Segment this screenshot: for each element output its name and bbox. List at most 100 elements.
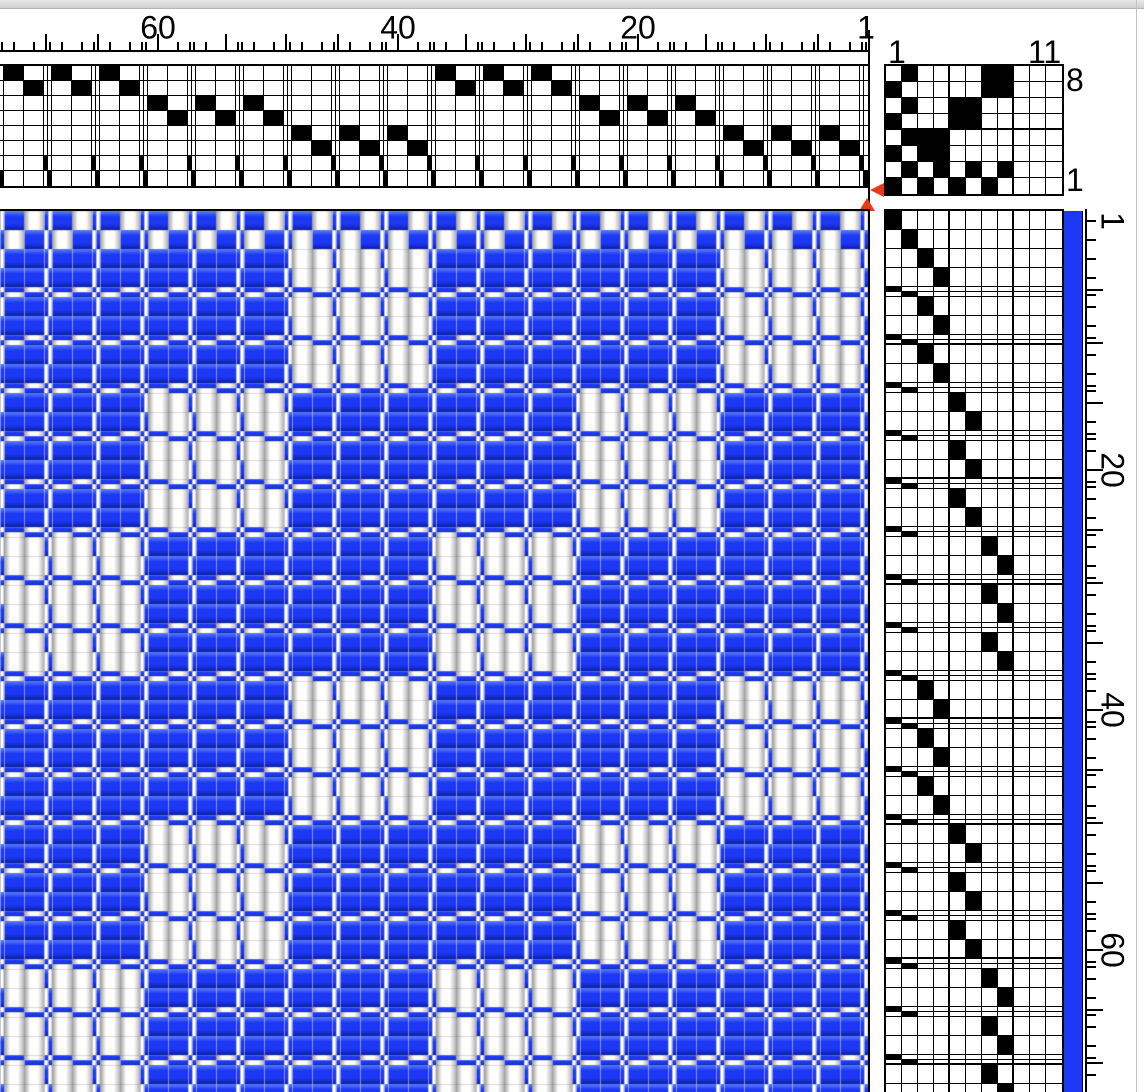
treadling-cell[interactable]	[1046, 604, 1062, 623]
treadling-cell[interactable]	[998, 676, 1014, 681]
treadling-cell[interactable]	[998, 796, 1014, 815]
treadling-cell[interactable]	[934, 796, 950, 815]
treadling-cell[interactable]	[1014, 1065, 1030, 1084]
treadling-cell[interactable]	[998, 873, 1014, 892]
treadling-cell[interactable]	[902, 1036, 918, 1055]
treadling-cell[interactable]	[886, 268, 902, 287]
threading-cell[interactable]	[672, 111, 676, 126]
threading-cell[interactable]	[504, 66, 524, 81]
threading-cell[interactable]	[0, 81, 4, 96]
tieup-cell[interactable]	[902, 98, 918, 114]
threading-cell[interactable]	[812, 156, 816, 171]
treadling-cell[interactable]	[982, 537, 998, 556]
threading-cell[interactable]	[456, 171, 476, 186]
threading-cell[interactable]	[384, 111, 388, 126]
treadling-cell[interactable]	[966, 489, 982, 508]
threading-cell[interactable]	[484, 66, 504, 81]
threading-cell[interactable]	[48, 156, 52, 171]
threading-cell[interactable]	[628, 81, 648, 96]
threading-cell[interactable]	[240, 81, 244, 96]
threading-cell[interactable]	[764, 66, 768, 81]
threading-cell[interactable]	[456, 141, 476, 156]
treadling-cell[interactable]	[950, 676, 966, 681]
threading-cell[interactable]	[600, 66, 620, 81]
treadling-cell[interactable]	[1030, 532, 1046, 537]
threading-cell[interactable]	[44, 156, 48, 171]
tieup-cell[interactable]	[902, 130, 918, 146]
threading-cell[interactable]	[532, 96, 552, 111]
threading-cell[interactable]	[676, 171, 696, 186]
treadling-cell[interactable]	[918, 537, 934, 556]
treadling-cell[interactable]	[1014, 230, 1030, 249]
treadling-cell[interactable]	[998, 508, 1014, 527]
treadling-cell[interactable]	[998, 393, 1014, 412]
treadling-cell[interactable]	[982, 873, 998, 892]
treadling-cell[interactable]	[1030, 1012, 1046, 1017]
treadling-cell[interactable]	[886, 532, 902, 537]
treadling-cell[interactable]	[950, 383, 966, 388]
treadling-cell[interactable]	[998, 388, 1014, 393]
treadling-cell[interactable]	[886, 297, 902, 316]
threading-cell[interactable]	[72, 81, 92, 96]
treadling-cell[interactable]	[998, 1007, 1014, 1012]
threading-cell[interactable]	[196, 66, 216, 81]
treadling-cell[interactable]	[886, 873, 902, 892]
treadling-cell[interactable]	[966, 249, 982, 268]
treadling-cell[interactable]	[902, 249, 918, 268]
treadling-cell[interactable]	[982, 921, 998, 940]
treadling-cell[interactable]	[886, 1012, 902, 1017]
treadling-cell[interactable]	[982, 964, 998, 969]
threading-cell[interactable]	[696, 111, 716, 126]
treadling-cell[interactable]	[966, 911, 982, 916]
treadling-cell[interactable]	[1014, 340, 1030, 345]
threading-cell[interactable]	[388, 66, 408, 81]
threading-cell[interactable]	[144, 171, 148, 186]
threading-cell[interactable]	[340, 171, 360, 186]
tieup-cell[interactable]	[998, 82, 1014, 98]
treadling-cell[interactable]	[886, 580, 902, 585]
threading-cell[interactable]	[672, 96, 676, 111]
treadling-cell[interactable]	[1046, 441, 1062, 460]
treadling-cell[interactable]	[998, 863, 1014, 868]
threading-cell[interactable]	[576, 96, 580, 111]
threading-cell[interactable]	[120, 96, 140, 111]
treadling-cell[interactable]	[1030, 844, 1046, 863]
treadling-cell[interactable]	[1030, 335, 1046, 340]
treadling-cell[interactable]	[998, 230, 1014, 249]
treadling-cell[interactable]	[1030, 604, 1046, 623]
tieup-cell[interactable]	[918, 178, 934, 194]
treadling-cell[interactable]	[998, 249, 1014, 268]
treadling-cell[interactable]	[982, 724, 998, 729]
threading-cell[interactable]	[600, 171, 620, 186]
treadling-cell[interactable]	[1014, 969, 1030, 988]
treadling-cell[interactable]	[918, 508, 934, 527]
treadling-cell[interactable]	[950, 969, 966, 988]
threading-cell[interactable]	[720, 141, 724, 156]
treadling-cell[interactable]	[998, 532, 1014, 537]
treadling-cell[interactable]	[1030, 340, 1046, 345]
threading-cell[interactable]	[168, 96, 188, 111]
threading-cell[interactable]	[528, 141, 532, 156]
threading-cell[interactable]	[456, 111, 476, 126]
treadling-cell[interactable]	[1014, 796, 1030, 815]
treadling-cell[interactable]	[934, 940, 950, 959]
treadling-cell[interactable]	[934, 724, 950, 729]
treadling-cell[interactable]	[1046, 287, 1062, 292]
treadling-cell[interactable]	[1046, 873, 1062, 892]
treadling-cell[interactable]	[950, 268, 966, 287]
threading-cell[interactable]	[312, 96, 332, 111]
threading-cell[interactable]	[384, 81, 388, 96]
threading-cell[interactable]	[100, 81, 120, 96]
threading-cell[interactable]	[744, 126, 764, 141]
threading-cell[interactable]	[840, 141, 860, 156]
threading-cell[interactable]	[428, 141, 432, 156]
threading-cell[interactable]	[140, 81, 144, 96]
treadling-cell[interactable]	[966, 412, 982, 431]
treadling-cell[interactable]	[950, 364, 966, 383]
treadling-cell[interactable]	[886, 988, 902, 1007]
threading-cell[interactable]	[580, 141, 600, 156]
threading-cell[interactable]	[216, 126, 236, 141]
treadling-cell[interactable]	[1014, 388, 1030, 393]
threading-cell[interactable]	[360, 66, 380, 81]
treadling-cell[interactable]	[998, 436, 1014, 441]
